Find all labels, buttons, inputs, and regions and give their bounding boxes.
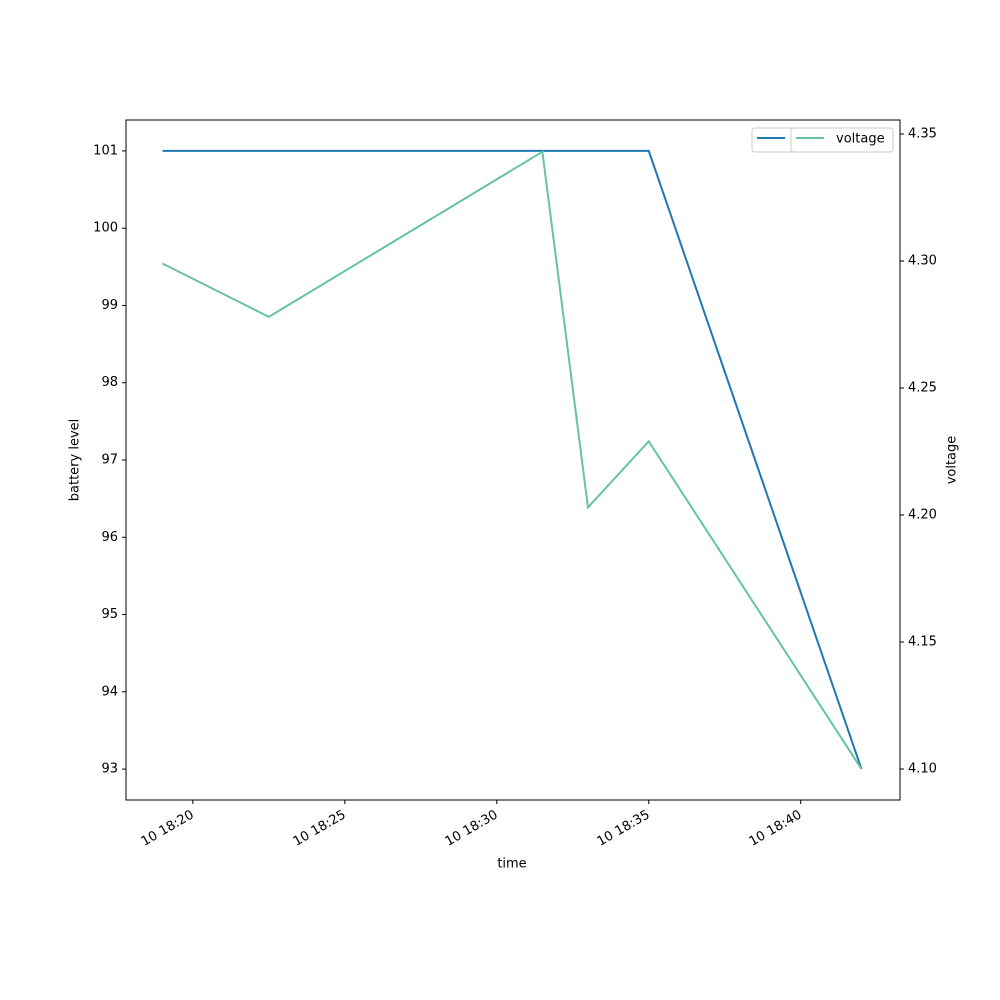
y2-tick-label: 4.35: [908, 126, 937, 141]
y2-tick-label: 4.20: [908, 507, 937, 522]
y-tick-label: 98: [101, 375, 118, 390]
x-tick-label: 10 18:20: [139, 808, 197, 850]
y-tick-label: 95: [101, 607, 118, 622]
legend-label: voltage: [836, 132, 885, 147]
y-tick-label: 94: [101, 684, 118, 699]
x-tick-label: 10 18:40: [747, 808, 805, 850]
series-line: [162, 150, 863, 770]
x-tick-label: 10 18:35: [595, 808, 653, 850]
y2-tick-label: 4.15: [908, 635, 937, 650]
y2-tick-label: 4.10: [908, 762, 937, 777]
y-tick-label: 93: [101, 762, 118, 777]
y-tick-label: 99: [101, 298, 118, 313]
y-tick-label: 96: [101, 530, 118, 545]
y2-tick-label: 4.25: [908, 380, 937, 395]
y-tick-label: 100: [93, 221, 118, 236]
x-axis-label: time: [497, 857, 526, 872]
x-tick-label: 10 18:25: [291, 808, 349, 850]
y-tick-label: 97: [101, 453, 118, 468]
legend-box: [790, 127, 894, 153]
y2-axis-label: voltage: [945, 436, 960, 485]
y2-tick-label: 4.30: [908, 253, 937, 268]
plot-frame: [125, 119, 901, 801]
series-line: [162, 149, 863, 770]
y-axis-label: battery level: [68, 419, 83, 502]
x-tick-label: 10 18:30: [443, 808, 501, 850]
y-tick-label: 101: [93, 143, 118, 158]
